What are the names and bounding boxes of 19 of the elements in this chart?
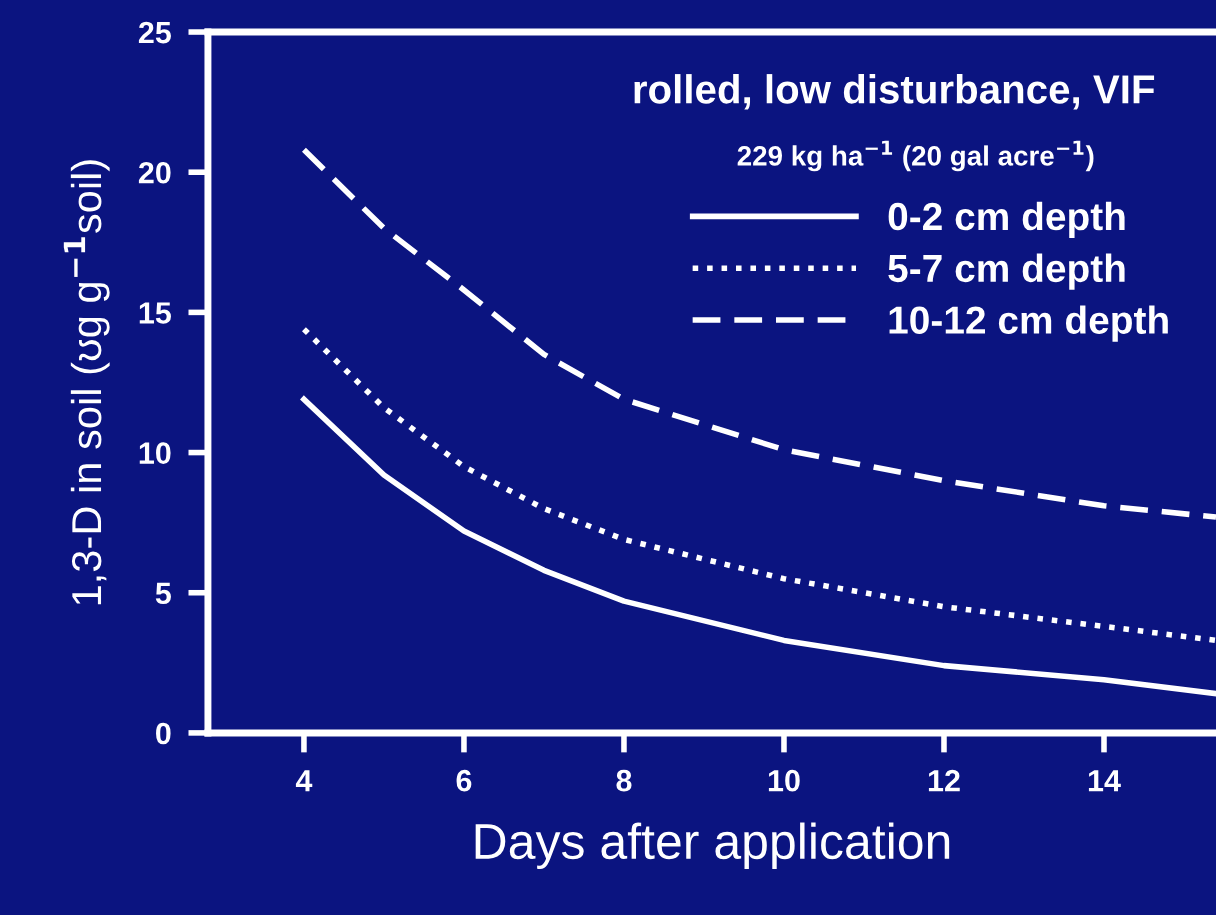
y-tick-label: 5: [155, 582, 171, 605]
x-tick-label: 12: [928, 769, 960, 792]
x-axis-title: Days after application: [475, 822, 950, 870]
x-tick-label: 8: [616, 769, 632, 792]
legend-label: 5-7 cm depth: [888, 253, 1125, 290]
legend-label: 10-12 cm depth: [889, 305, 1168, 342]
y-tick-label: 10: [139, 442, 171, 464]
y-axis-title: 1,3-D in soil (ʊg g$^{−1}$soil): [63, 160, 110, 605]
y-tick-label: 0: [156, 722, 171, 745]
y-tick-label: 20: [138, 161, 171, 184]
x-tick-label: 14: [1088, 770, 1121, 792]
x-tick-label: 4: [295, 770, 313, 792]
text: rolled, low disturbance, VIF: [634, 74, 1155, 110]
text: 229 kg ha$^{−1}$ (20 gal acre$^{−1}$): [737, 140, 1094, 172]
x-tick-label: 6: [456, 769, 472, 792]
legend-label: 0-2 cm depth: [888, 201, 1125, 239]
y-tick-label: 15: [139, 302, 171, 324]
x-tick-label: 10: [768, 769, 800, 792]
y-tick-label: 25: [138, 21, 171, 44]
